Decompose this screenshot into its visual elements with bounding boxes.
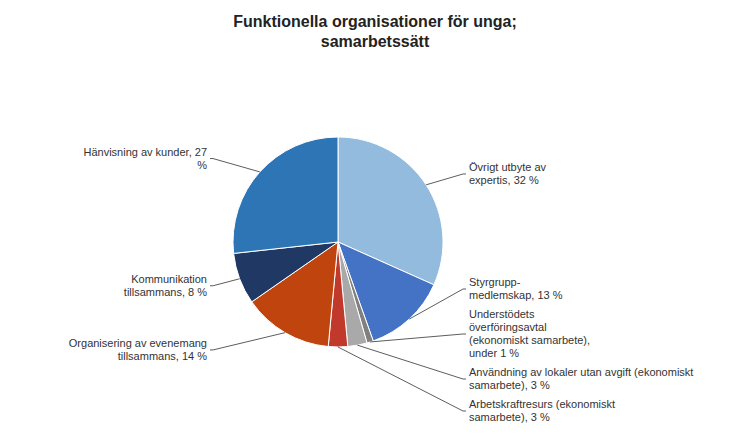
- html-text:samarbetssätt: samarbetssätt: [320, 33, 430, 50]
- svg-text:Hänvisning av kunder, 27%: Hänvisning av kunder, 27%: [83, 146, 207, 171]
- svg-text:Övrigt utbyte avexpertis, 32 %: Övrigt utbyte avexpertis, 32 %: [469, 161, 547, 186]
- html-text:Funktionella organisationer fö: Funktionella organisationer för unga;: [233, 13, 517, 30]
- svg-text:Användning av lokaler utan avg: Användning av lokaler utan avgift (ekono…: [469, 366, 693, 391]
- svg-text:Kommunikationtillsammans, 8 %: Kommunikationtillsammans, 8 %: [124, 273, 207, 298]
- svg-text:Understödetsöverföringsavtal(e: Understödetsöverföringsavtal(ekonomiskt …: [469, 308, 590, 359]
- svg-text:Styrgrupp-medlemskap, 13 %: Styrgrupp-medlemskap, 13 %: [469, 276, 563, 301]
- svg-text:Organisering av evenemangtills: Organisering av evenemangtillsammans, 14…: [69, 337, 207, 362]
- svg-text:Arbetskraftresurs (ekonomiskts: Arbetskraftresurs (ekonomisktsamarbete),…: [469, 398, 615, 423]
